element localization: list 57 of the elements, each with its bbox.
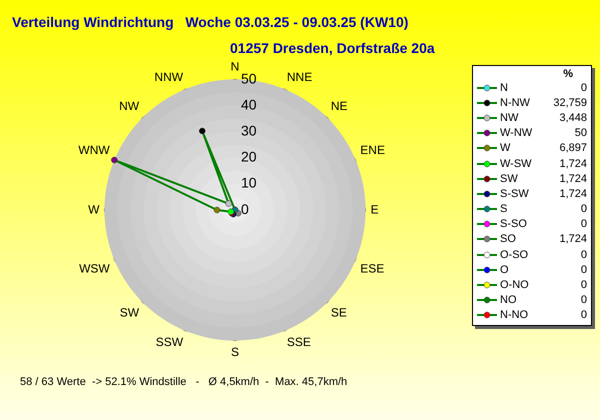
spoke-label: WNW: [78, 143, 110, 158]
text: 6,897: [559, 142, 587, 154]
category-label: NO: [500, 294, 518, 306]
spoke-label: ESE: [360, 261, 384, 276]
y-tick-label: 40: [241, 96, 257, 112]
chart-subtitle: 01257 Dresden, Dorfstraße 20a: [230, 40, 435, 56]
category-label: O-SO: [500, 248, 530, 261]
y-tick-label: 30: [241, 122, 257, 138]
spoke-label: SSW: [156, 334, 184, 349]
text: 0: [580, 203, 587, 216]
text: 32,759: [553, 96, 587, 109]
category-label: N-NO: [500, 309, 530, 322]
category-label: O-NO: [500, 279, 530, 292]
text: 0: [580, 294, 587, 306]
spoke-label: NE: [330, 99, 348, 114]
text: 0: [580, 218, 587, 230]
category-label: SW: [500, 172, 519, 185]
y-tick-label: 10: [241, 174, 257, 191]
chart-title: Verteilung Windrichtung Woche 03.03.25 - 09.03.25 (KW10): [12, 14, 408, 30]
y-tick-label: 20: [241, 148, 257, 165]
category-label: O: [500, 264, 510, 276]
category-label: S-SO: [500, 218, 528, 230]
category-label: N-NW: [500, 96, 531, 109]
category-label: S: [500, 203, 508, 216]
text: 1,724: [559, 158, 587, 170]
text: 1,724: [559, 233, 587, 246]
spoke-label: NNW: [154, 70, 184, 84]
spoke-label: SW: [120, 305, 140, 320]
spoke-label: S: [230, 345, 240, 360]
category-label: S-SW: [500, 188, 530, 200]
text: 1,724: [559, 188, 587, 200]
text: 3,448: [559, 112, 587, 124]
spoke-label: NW: [119, 99, 140, 114]
spoke-label: E: [370, 202, 379, 216]
category-label: W: [500, 142, 512, 154]
text: 0: [580, 279, 587, 292]
category-label: NW: [500, 112, 520, 124]
spoke-label: ENE: [360, 143, 385, 158]
spoke-label: SE: [330, 305, 347, 320]
spoke-label: N: [230, 60, 240, 74]
category-label: SO: [500, 233, 517, 246]
category-label: N: [500, 82, 509, 94]
spoke-label: W: [88, 202, 100, 216]
text: 50: [574, 127, 587, 140]
spoke-label: NNE: [286, 70, 312, 84]
category-label: W-SW: [500, 158, 533, 170]
text: 0: [580, 264, 587, 276]
text: 0: [580, 82, 587, 94]
spoke-label: SSE: [286, 334, 311, 349]
text: 1,724: [559, 172, 587, 185]
text: 0: [580, 309, 587, 322]
text: 58 / 63 Werte -> 52.1% Windstille - Ø 4,5km/h - Max. 45,7km/h: [20, 376, 348, 388]
spoke-label: WSW: [79, 261, 110, 276]
y-tick-label: 0: [241, 200, 249, 217]
legend-title: %: [562, 68, 574, 80]
text: 0: [580, 248, 587, 261]
category-label: W-NW: [500, 127, 534, 140]
